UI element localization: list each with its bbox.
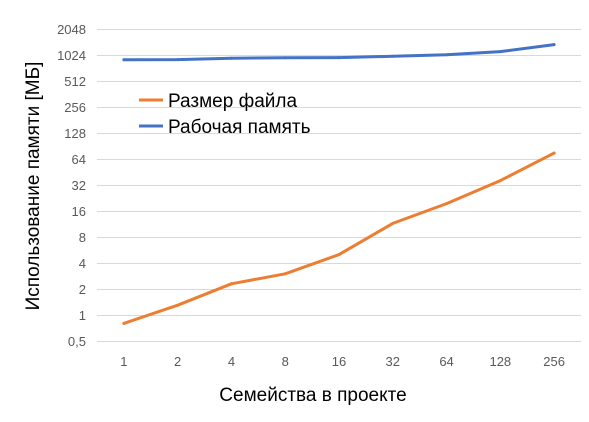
y-axis-title: Использование памяти [МБ]	[23, 62, 44, 311]
data-point	[122, 58, 126, 62]
x-tick-label: 32	[386, 354, 400, 369]
data-point	[498, 179, 502, 183]
data-point	[391, 221, 395, 225]
y-tick-label: 512	[64, 74, 86, 89]
y-tick-labels: 0,5 1 2 4 8 16 32 64 128 256 512 1024 2048	[57, 22, 86, 349]
x-tick-label: 2	[174, 354, 181, 369]
y-tick-label: 64	[72, 152, 86, 167]
x-axis-title: Семейства в проекте	[219, 385, 406, 406]
legend-label: Рабочая память	[168, 117, 311, 138]
legend-label: Размер файла	[168, 91, 297, 112]
y-tick-label: 32	[72, 178, 86, 193]
data-point	[337, 56, 341, 60]
series-line-0	[122, 151, 556, 325]
gridlines	[97, 29, 581, 342]
x-tick-label: 8	[282, 354, 289, 369]
x-tick-label: 128	[489, 354, 511, 369]
data-point	[552, 151, 556, 155]
data-point	[552, 43, 556, 47]
data-point	[229, 56, 233, 60]
data-point	[176, 303, 180, 307]
y-tick-label: 4	[79, 256, 86, 271]
y-tick-label: 0,5	[68, 334, 86, 349]
y-tick-label: 16	[72, 204, 86, 219]
x-tick-label: 16	[332, 354, 346, 369]
data-point	[229, 282, 233, 286]
y-tick-label: 1	[79, 308, 86, 323]
x-tick-labels: 1 2 4 8 16 32 64 128 256	[120, 354, 565, 369]
y-tick-label: 2	[79, 282, 86, 297]
x-tick-label: 64	[439, 354, 453, 369]
data-point	[445, 202, 449, 206]
data-point	[283, 56, 287, 60]
data-point	[391, 54, 395, 58]
y-tick-label: 2048	[57, 22, 86, 37]
data-point	[283, 272, 287, 276]
series-lines	[122, 43, 556, 325]
data-point	[337, 253, 341, 257]
y-tick-label: 8	[79, 230, 86, 245]
data-point	[176, 58, 180, 62]
legend: Размер файла Рабочая память	[139, 91, 311, 138]
x-tick-label: 1	[120, 354, 127, 369]
x-tick-label: 256	[543, 354, 565, 369]
y-tick-label: 128	[64, 126, 86, 141]
y-tick-label: 256	[64, 100, 86, 115]
data-point	[498, 50, 502, 54]
y-tick-label: 1024	[57, 48, 86, 63]
data-point	[445, 53, 449, 57]
x-tick-label: 4	[228, 354, 235, 369]
data-point	[122, 321, 126, 325]
